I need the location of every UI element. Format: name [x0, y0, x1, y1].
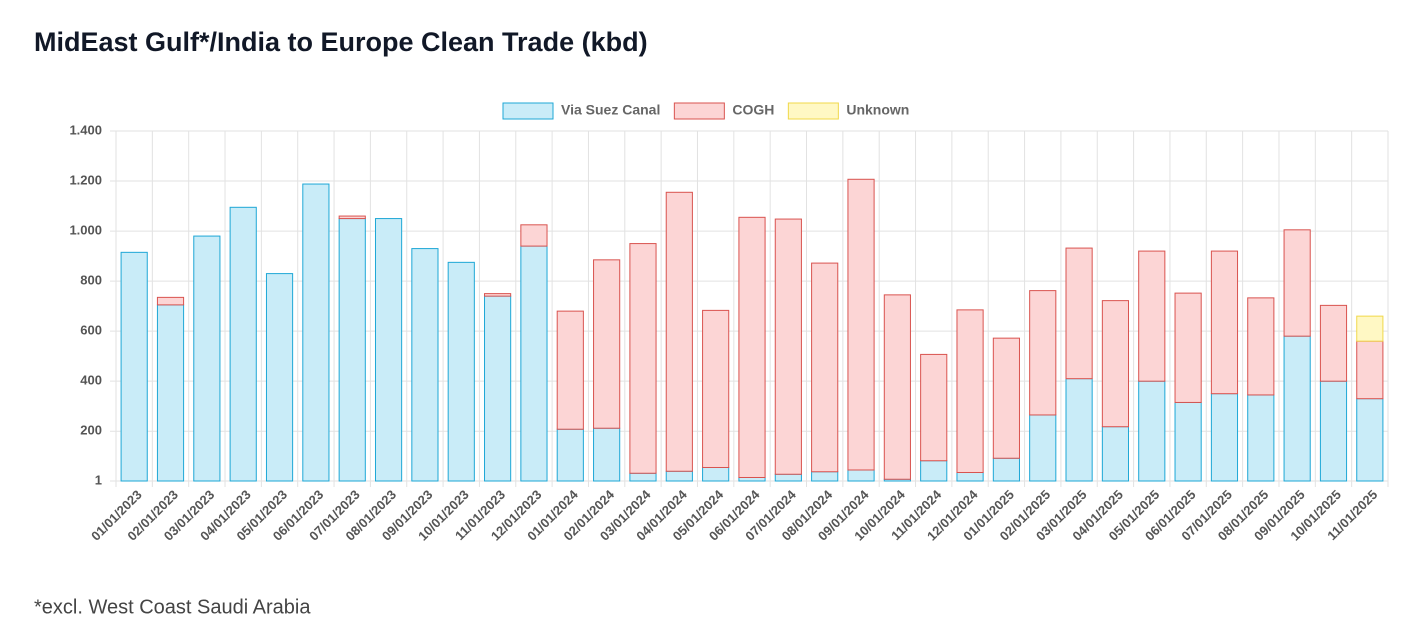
- bar-segment: [1138, 380, 1166, 482]
- bar-segment: [956, 471, 984, 482]
- bar-segment: [738, 216, 766, 478]
- bar-segment: [1283, 335, 1311, 482]
- bar-segment: [1065, 378, 1093, 482]
- bar-segment: [1283, 229, 1311, 337]
- bar-segment: [156, 296, 185, 306]
- bar-segment: [665, 470, 693, 482]
- bar-segment: [1356, 398, 1384, 482]
- bar-segment: [883, 294, 911, 480]
- bar-segment: [593, 427, 621, 482]
- y-tick-label: 800: [80, 273, 102, 288]
- bar-segment: [556, 428, 584, 482]
- bar-segment: [1029, 414, 1057, 482]
- bar-segment: [629, 472, 657, 482]
- bar-segment: [665, 191, 693, 472]
- y-tick-label: 1.400: [69, 122, 102, 137]
- bar-segment: [374, 218, 403, 482]
- legend-swatch: [502, 102, 554, 120]
- bar-segment: [1029, 290, 1057, 416]
- bar-segment: [1138, 250, 1166, 382]
- bar-segment: [520, 245, 548, 482]
- bar-segment: [556, 310, 584, 430]
- legend-label: Via Suez Canal: [561, 102, 660, 118]
- bar-segment: [120, 251, 148, 482]
- bar-segment: [1247, 394, 1275, 482]
- bar-segment: [1174, 292, 1202, 403]
- bar-segment: [992, 457, 1020, 482]
- footnote: *excl. West Coast Saudi Arabia: [34, 596, 311, 618]
- bar-segment: [1210, 250, 1239, 395]
- bar-segment: [1356, 340, 1384, 400]
- bar-segment: [338, 215, 366, 220]
- bar-segment: [447, 261, 475, 482]
- bar-segment: [1101, 426, 1130, 482]
- bar-segment: [1174, 401, 1202, 482]
- bar-segment: [774, 473, 802, 482]
- bar-segment: [193, 235, 221, 482]
- bar-segment: [1319, 380, 1348, 482]
- bar-segment: [847, 178, 875, 471]
- y-tick-label: 1.000: [69, 223, 102, 238]
- chart-title: MidEast Gulf*/India to Europe Clean Trad…: [34, 27, 648, 57]
- bar-segment: [847, 469, 875, 482]
- y-tick-label: 200: [80, 423, 102, 438]
- bar-segment: [811, 262, 839, 473]
- bar-segment: [593, 259, 621, 429]
- bar-segment: [992, 337, 1020, 459]
- bar-segment: [156, 304, 185, 482]
- bar-segment: [229, 206, 257, 482]
- bar-segment: [738, 476, 766, 482]
- bar-segment: [411, 248, 439, 482]
- bar-segment: [702, 466, 730, 482]
- bar-segment: [302, 183, 330, 482]
- bar-segment: [920, 460, 948, 482]
- bar-segment: [520, 224, 548, 247]
- legend-label: COGH: [732, 102, 774, 118]
- bar-segment: [956, 309, 984, 473]
- bar-segment: [702, 309, 730, 468]
- bar-segment: [1319, 304, 1348, 382]
- bar-segment: [1247, 297, 1275, 396]
- bar-segment: [1356, 315, 1384, 342]
- bar-segment: [484, 295, 512, 482]
- legend-label: Unknown: [846, 102, 909, 118]
- y-tick-label: 1.200: [69, 172, 102, 187]
- bar-segment: [920, 353, 948, 462]
- bar-segment: [265, 273, 294, 482]
- bar-segment: [484, 293, 512, 297]
- bar-segment: [811, 471, 839, 482]
- bar-segment: [338, 218, 366, 482]
- legend-swatch: [787, 102, 839, 120]
- y-tick-label: 400: [80, 373, 102, 388]
- y-tick-label: 600: [80, 323, 102, 338]
- legend-swatch: [673, 102, 725, 120]
- bar-segment: [1101, 300, 1130, 428]
- bar-segment: [1210, 393, 1239, 482]
- bar-segment: [629, 243, 657, 474]
- bar-segment: [774, 218, 802, 475]
- bar-segment: [1065, 247, 1093, 380]
- y-tick-label: 1: [95, 472, 102, 487]
